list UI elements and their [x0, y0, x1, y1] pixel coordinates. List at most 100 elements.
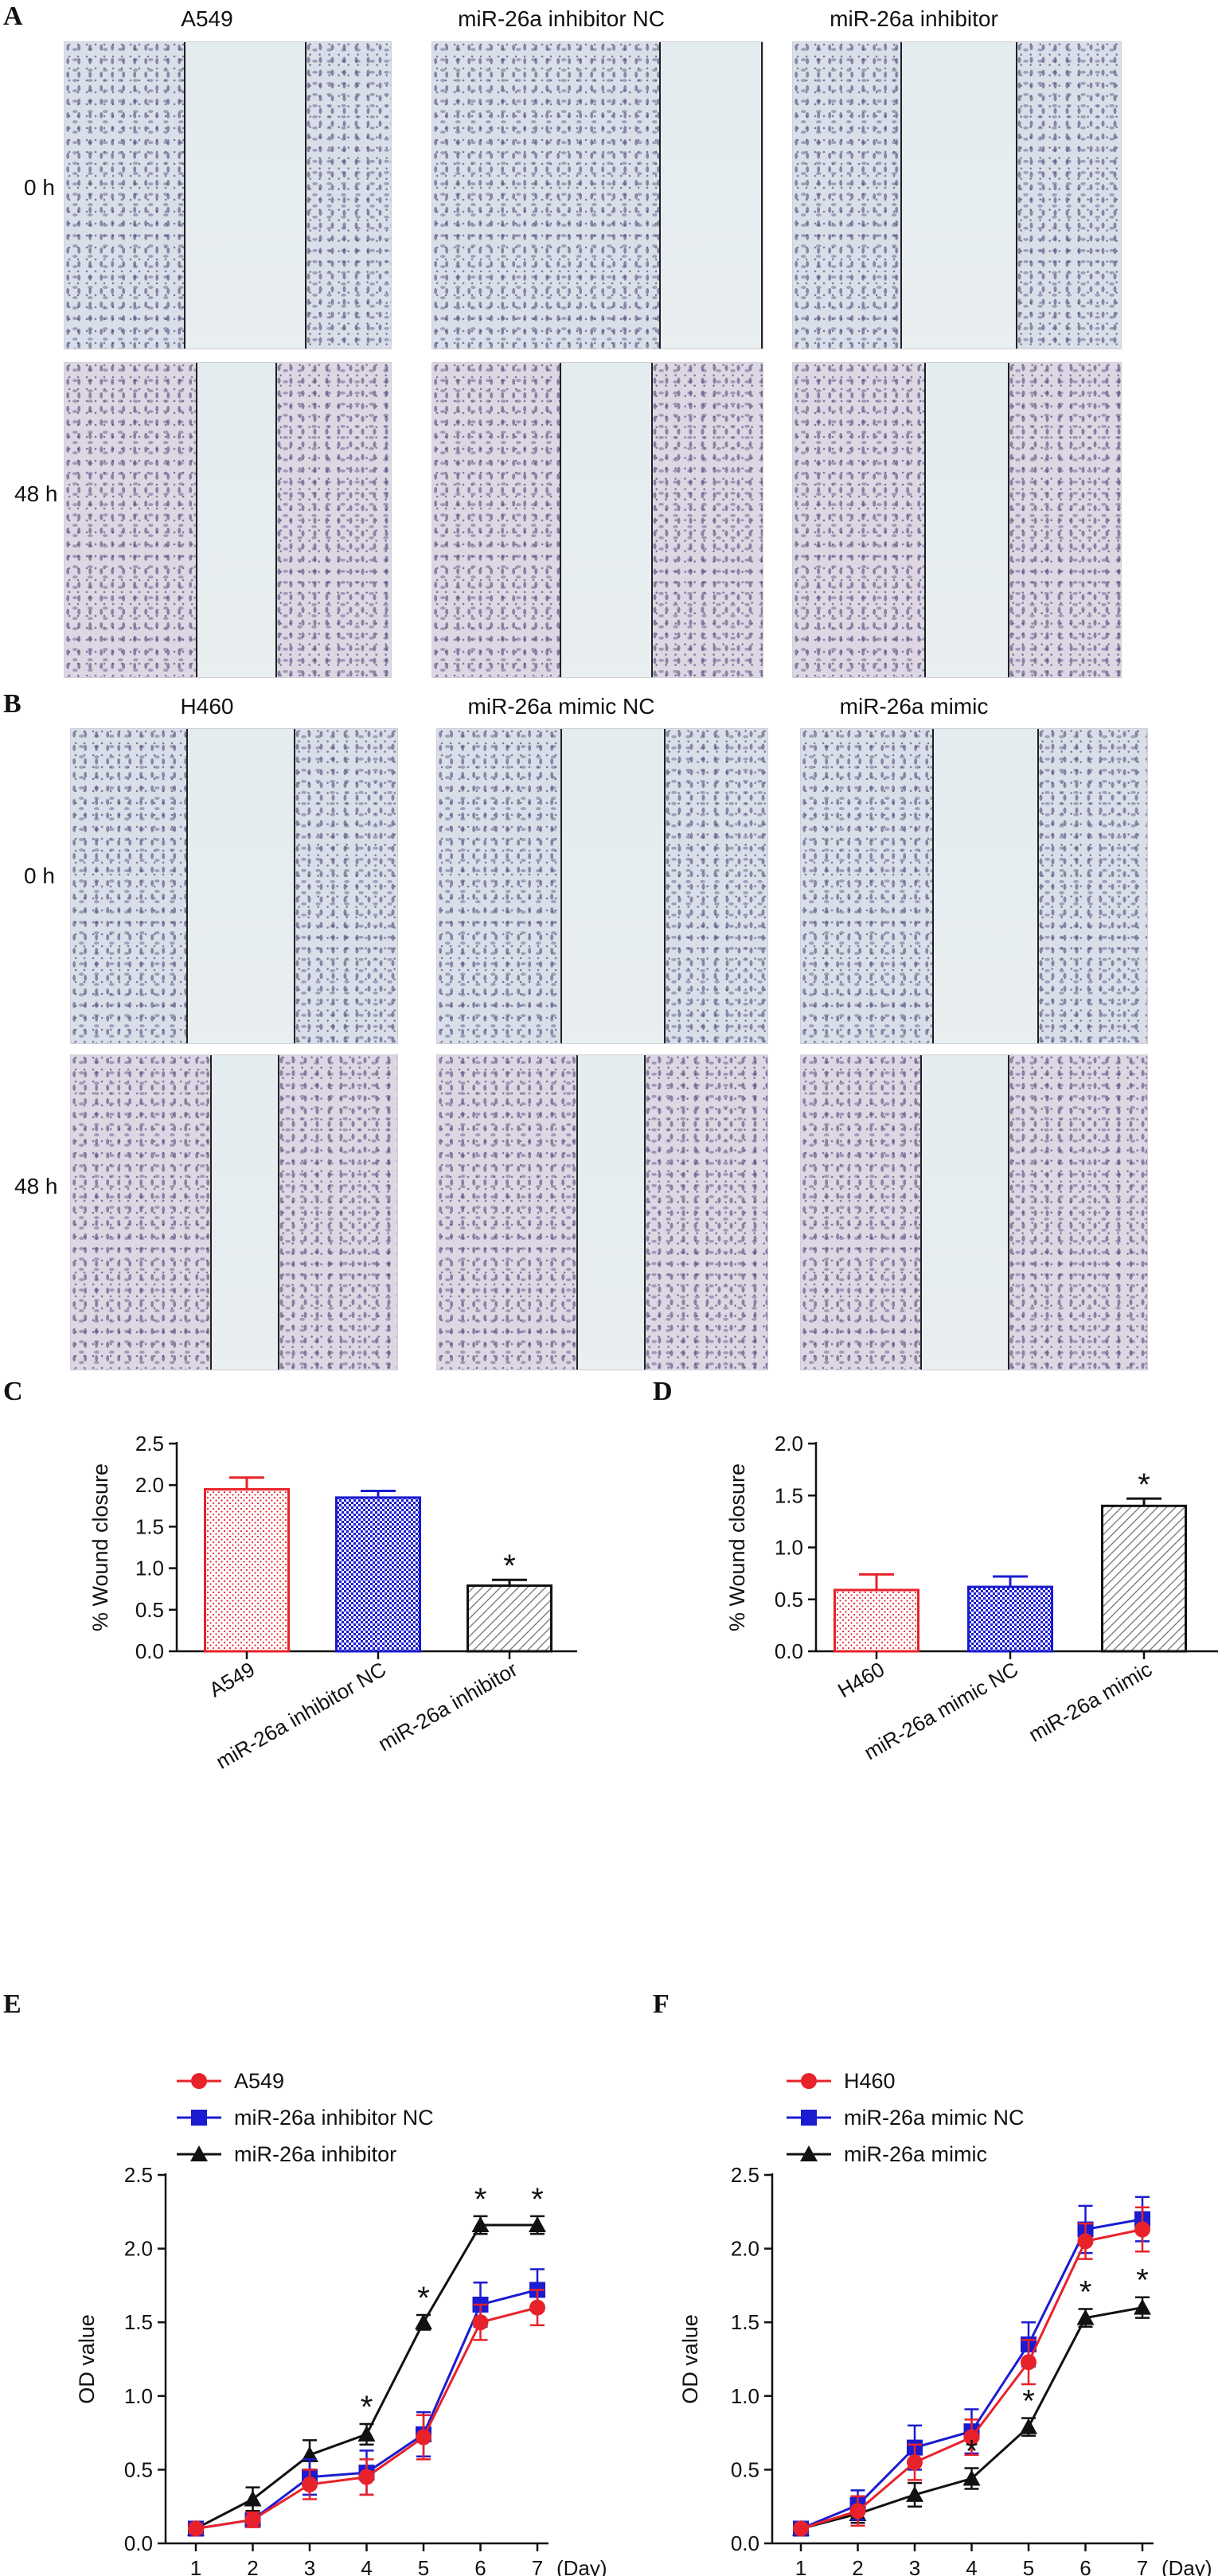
row-label-48h-b: 48 h: [14, 1174, 58, 1198]
chart-e-od-value: 0.0 0.5 1.0 1.5 2.0 2.5 1 2 3 4 5 6 7 (Day) OD value A5…: [75, 2069, 607, 2576]
column-label-mimic: miR-26a mimic: [839, 694, 989, 719]
chart-d-wound-closure: 0.0 0.5 1.0 1.5 2.0 % Wound closure H460 miR-26…: [725, 1432, 1218, 1764]
y-tick-label: 2.5: [135, 1432, 164, 1456]
y-tick-label: 1.0: [124, 2384, 153, 2408]
y-tick-label: 2.0: [731, 2237, 759, 2261]
micrograph-tile: [436, 1054, 768, 1370]
x-tick-label: 2: [852, 2556, 863, 2576]
micrograph-tile: [431, 41, 763, 349]
data-point: [472, 2314, 489, 2331]
y-tick-label: 1.5: [135, 1514, 164, 1538]
y-tick-label: 1.0: [135, 1557, 164, 1580]
legend-label: miR-26a mimic: [844, 2142, 987, 2166]
micrograph-tile: [64, 362, 392, 678]
y-tick-label: 0.0: [775, 1639, 803, 1663]
significance-marker: *: [503, 1549, 516, 1584]
data-point: [244, 2490, 262, 2507]
significance-marker: *: [966, 2434, 978, 2469]
micrograph-tile: [436, 728, 768, 1044]
column-label-inhibitor: miR-26a inhibitor: [830, 6, 998, 31]
panel-letter-a: A: [3, 2, 23, 31]
data-point: [188, 2520, 204, 2537]
x-tick-label: 6: [474, 2556, 486, 2576]
legend-marker: [191, 2073, 207, 2089]
bar-3: [467, 1584, 552, 1653]
y-tick-label: 1.0: [731, 2384, 759, 2408]
data-point: [358, 2469, 375, 2485]
legend-label: miR-26a inhibitor: [234, 2142, 396, 2166]
data-point: [302, 2476, 318, 2492]
data-point: [529, 2216, 546, 2232]
data-point: [415, 2313, 432, 2330]
y-tick-label: 0.5: [124, 2457, 153, 2481]
panel-letter-e: E: [3, 1989, 21, 2019]
legend-marker: [190, 2145, 208, 2161]
y-tick-label: 1.5: [775, 1483, 803, 1507]
x-tick-label: 2: [247, 2556, 258, 2576]
y-tick-label: 2.0: [124, 2237, 153, 2261]
micrograph-tile: [70, 1054, 398, 1370]
x-tick-label: miR-26a mimic: [1025, 1657, 1156, 1747]
x-tick-label: 7: [532, 2556, 543, 2576]
micrograph-tile: [792, 362, 1122, 678]
y-axis-label: OD value: [678, 2314, 702, 2404]
data-point: [1134, 2221, 1150, 2238]
y-tick-label: 2.5: [124, 2163, 153, 2187]
y-tick-label: 0.0: [124, 2531, 153, 2555]
data-point: [1134, 2298, 1151, 2315]
data-point: [963, 2429, 980, 2445]
data-point: [301, 2445, 318, 2462]
row-label-0h-b: 0 h: [24, 863, 55, 888]
data-point: [793, 2520, 809, 2537]
y-tick-label: 0.5: [731, 2457, 759, 2481]
x-tick-label: 1: [190, 2556, 201, 2576]
legend-marker: [800, 2145, 818, 2161]
y-axis-label: OD value: [75, 2314, 99, 2404]
x-tick-label: H460: [834, 1657, 888, 1702]
y-tick-label: 1.5: [124, 2310, 153, 2334]
micrograph-tile: [800, 728, 1148, 1044]
y-tick-label: 1.5: [731, 2310, 759, 2334]
significance-marker: *: [417, 2281, 430, 2316]
data-point: [962, 2469, 981, 2486]
data-point: [849, 2503, 866, 2519]
significance-marker: *: [1138, 1467, 1150, 1502]
significance-marker: *: [361, 2390, 373, 2425]
legend-marker: [801, 2110, 817, 2126]
x-tick-label: 1: [795, 2556, 806, 2576]
y-tick-label: 0.0: [135, 1639, 164, 1663]
row-label-0h-a: 0 h: [24, 175, 55, 200]
y-tick-label: 0.5: [135, 1598, 164, 1622]
legend-label: H460: [844, 2069, 896, 2093]
x-tick-label: 7: [1137, 2556, 1148, 2576]
y-tick-label: 0.5: [775, 1588, 803, 1611]
bar-3: [1101, 1504, 1187, 1653]
significance-marker: *: [1022, 2384, 1035, 2419]
x-tick-label: 4: [966, 2556, 977, 2576]
data-point: [529, 2299, 545, 2316]
column-label-h460: H460: [180, 694, 234, 719]
panel-letter-f: F: [653, 1989, 670, 2019]
column-label-inhibitor-nc: miR-26a inhibitor NC: [458, 6, 665, 31]
y-tick-label: 2.0: [775, 1432, 803, 1456]
data-point: [1076, 2309, 1095, 2325]
y-axis-label: % Wound closure: [88, 1463, 112, 1631]
data-point: [471, 2216, 490, 2232]
data-point: [906, 2485, 923, 2502]
legend-label: miR-26a inhibitor NC: [234, 2106, 434, 2130]
bar-1: [204, 1487, 290, 1653]
significance-marker: *: [1079, 2275, 1092, 2310]
x-tick-label: 3: [304, 2556, 315, 2576]
legend-label: A549: [234, 2069, 284, 2093]
y-tick-label: 2.0: [135, 1473, 164, 1497]
row-label-48h-a: 48 h: [14, 481, 58, 506]
y-tick-label: 1.0: [775, 1536, 803, 1560]
data-point: [1020, 2418, 1037, 2434]
x-axis-unit: (Day): [1161, 2556, 1212, 2576]
chart-f-od-value: 0.0 0.5 1.0 1.5 2.0 2.5 1 2 3 4 5 6 7 (Day) OD value H4…: [678, 2069, 1212, 2576]
x-tick-label: 4: [361, 2556, 372, 2576]
y-tick-label: 2.5: [731, 2163, 759, 2187]
legend-marker: [801, 2073, 817, 2089]
data-point: [1077, 2233, 1094, 2250]
legend-marker: [191, 2110, 207, 2126]
